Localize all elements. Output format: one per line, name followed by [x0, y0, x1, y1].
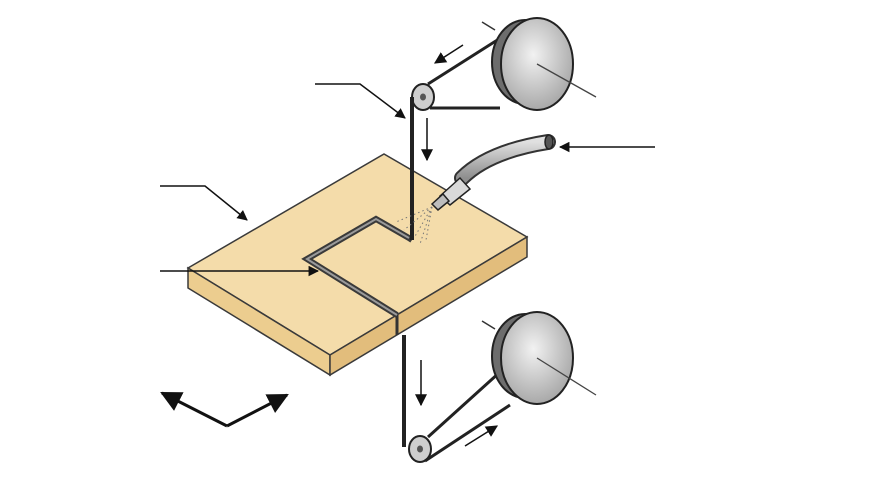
wire-electrode-leader	[315, 83, 406, 119]
leader-lines	[160, 83, 655, 277]
feed-motion-axes	[160, 391, 289, 428]
work-top-face	[186, 153, 529, 356]
wire-takeup-spool	[481, 311, 597, 405]
work-leader	[160, 185, 248, 221]
dielectric-nozzle	[395, 134, 556, 245]
wire-takeup-run	[402, 335, 511, 463]
wire-supply-spool	[481, 17, 597, 111]
workpiece	[186, 153, 529, 377]
y-axis-arrow	[160, 391, 228, 428]
work-side-face	[329, 235, 528, 377]
x-axis-arrow	[226, 393, 289, 428]
fluid-spray	[395, 206, 433, 245]
